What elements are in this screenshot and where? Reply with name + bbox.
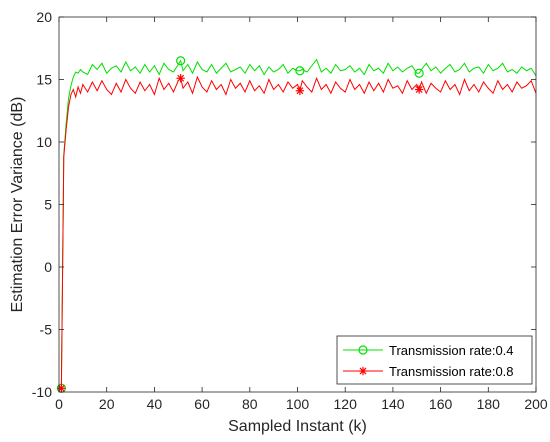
legend-label: Transmission rate:0.8 <box>389 364 514 379</box>
series-1-marker <box>295 66 305 76</box>
legend-marker <box>358 366 368 376</box>
plot-area <box>59 17 536 392</box>
series-2-marker <box>57 384 66 393</box>
x-axis-title: Sampled Instant (k) <box>228 418 367 435</box>
x-tick-label: 40 <box>147 396 163 412</box>
legend-entry-2: Transmission rate:0.8 <box>343 364 514 379</box>
y-tick-label: 0 <box>44 259 52 275</box>
x-tick-label: 100 <box>286 396 310 412</box>
series-line-2 <box>60 75 537 389</box>
y-tick-label: 10 <box>36 134 52 150</box>
x-tick-label: 140 <box>381 396 405 412</box>
x-tick-label: 180 <box>477 396 501 412</box>
x-tick-label: 80 <box>242 396 258 412</box>
series-2-marker <box>176 74 185 83</box>
series-1-marker <box>176 56 186 66</box>
legend-box <box>336 335 533 385</box>
x-tick-label: 200 <box>524 396 548 412</box>
x-tick-label: 0 <box>55 396 63 412</box>
y-tick-label: 20 <box>36 9 52 25</box>
series-line-1 <box>60 58 537 389</box>
x-tick-label: 20 <box>99 396 115 412</box>
series-2-marker <box>414 85 424 94</box>
y-tick-label: 15 <box>36 72 52 88</box>
x-tick-label: 60 <box>194 396 210 412</box>
y-tick-label: 5 <box>44 197 52 213</box>
x-tick-label: 120 <box>334 396 358 412</box>
series-2-marker <box>295 86 305 95</box>
legend-entry-1: Transmission rate:0.4 <box>343 343 514 358</box>
series-1-marker <box>414 68 424 78</box>
legend-marker <box>358 345 368 355</box>
y-axis-title: Estimation Error Variance (dB) <box>9 97 26 313</box>
plot-background <box>59 17 536 392</box>
y-tick-label: -10 <box>32 384 52 400</box>
legend-label: Transmission rate:0.4 <box>389 343 514 358</box>
y-tick-label: -5 <box>40 322 53 338</box>
legend: Transmission rate:0.4 Transmission rate:0… <box>336 335 533 385</box>
axes: 0 20 40 60 80 100 120 140 160 180 200 -10 -5 0 5 10 15 20 <box>32 9 548 412</box>
x-tick-label: 160 <box>429 396 453 412</box>
